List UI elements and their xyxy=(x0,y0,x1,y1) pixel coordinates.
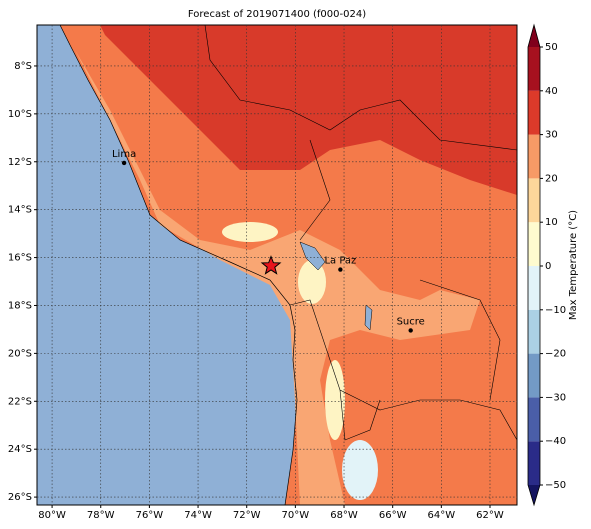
colorbar-segment xyxy=(528,353,540,398)
colorbar-segment xyxy=(528,222,540,266)
colorbar-extend-over xyxy=(528,25,540,47)
cool-patch xyxy=(325,360,345,440)
colorbar-extend-under xyxy=(528,485,540,505)
colorbar-tick-label: 10 xyxy=(545,217,558,228)
colorbar-label: Max Temperature (°C) xyxy=(568,210,579,320)
x-tick-label: 74°W xyxy=(184,510,212,521)
lake xyxy=(299,241,326,271)
cool-patch xyxy=(222,222,278,242)
colorbar-segment xyxy=(528,441,540,485)
colorbar-tick-label: −40 xyxy=(545,436,566,447)
city-marker xyxy=(338,267,343,272)
map-frame xyxy=(36,24,518,506)
y-tick-label: 8°S xyxy=(14,61,32,72)
y-tick-label: 22°S xyxy=(8,396,32,407)
colorbar-segment xyxy=(528,134,540,179)
colorbar-segment xyxy=(528,309,540,354)
x-tick-label: 70°W xyxy=(282,510,310,521)
colorbar-tick-label: −10 xyxy=(545,305,566,316)
cold-patch xyxy=(342,440,378,500)
borders xyxy=(204,25,517,441)
mild-region xyxy=(75,50,480,505)
grid-layer xyxy=(37,25,517,505)
x-tick-label: 80°W xyxy=(38,510,66,521)
y-tick-label: 20°S xyxy=(8,348,32,359)
y-tick-label: 18°S xyxy=(8,300,32,311)
colorbar-tick-label: −30 xyxy=(545,392,566,403)
colorbar-segment xyxy=(528,266,540,310)
x-tick-label: 62°W xyxy=(476,510,504,521)
colorbar-segment xyxy=(528,178,540,223)
city-label: Sucre xyxy=(397,316,425,327)
x-tick-label: 78°W xyxy=(87,510,115,521)
colorbar-tick-label: 30 xyxy=(545,130,558,141)
lake xyxy=(364,304,373,331)
colorbar-tick-label: 50 xyxy=(545,42,558,53)
colorbar-segment xyxy=(528,397,540,442)
title: Forecast of 2019071400 (f000-024) xyxy=(188,9,366,20)
map-area xyxy=(37,25,517,505)
location-star xyxy=(260,255,282,275)
colorbar-tick-label: 40 xyxy=(545,86,558,97)
x-tick-label: 68°W xyxy=(330,510,358,521)
cool-patch xyxy=(298,260,326,304)
colorbar-segment xyxy=(528,47,540,91)
x-tick-label: 66°W xyxy=(379,510,407,521)
city-label: Lima xyxy=(112,149,136,160)
y-tick-label: 14°S xyxy=(8,205,32,216)
x-tick-label: 64°W xyxy=(428,510,456,521)
colorbar-segment xyxy=(528,90,540,135)
city-label: La Paz xyxy=(324,256,356,267)
city-marker xyxy=(121,160,127,166)
hot-region xyxy=(100,25,517,195)
x-tick-label: 72°W xyxy=(233,510,261,521)
colorbar-tick-label: −50 xyxy=(545,480,566,491)
y-tick-label: 26°S xyxy=(8,492,32,503)
y-tick-label: 24°S xyxy=(8,444,32,455)
colorbar-tick-label: −20 xyxy=(545,349,566,360)
coastline xyxy=(59,25,298,505)
y-tick-label: 16°S xyxy=(8,253,32,264)
colorbar-tick-label: 0 xyxy=(545,261,551,272)
colorbar-tick-label: 20 xyxy=(545,173,558,184)
x-tick-label: 76°W xyxy=(136,510,164,521)
y-tick-label: 12°S xyxy=(8,157,32,168)
y-tick-label: 10°S xyxy=(8,109,32,120)
city-marker xyxy=(408,328,413,333)
